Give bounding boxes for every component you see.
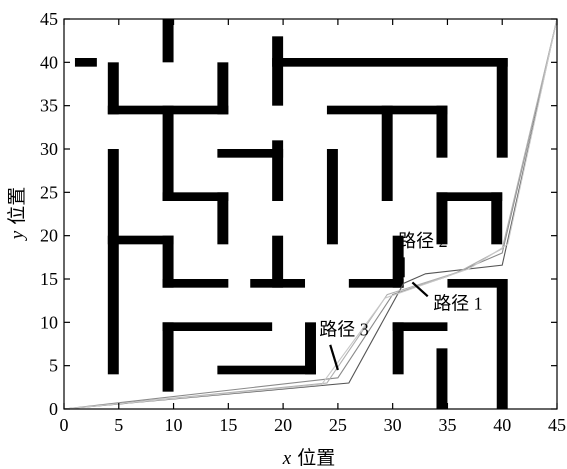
route-line-1 [63,18,558,410]
obstacle-wall [392,322,404,375]
y-axis-label: y位置 [6,187,28,241]
obstacle-wall [491,192,503,245]
y-tick-label: 0 [49,399,58,419]
obstacle-wall [272,36,284,106]
obstacle-layer [74,19,508,409]
y-tick-label: 35 [40,96,58,116]
obstacle-wall [162,105,174,201]
obstacle-wall [348,279,404,288]
annotation-leader [329,344,339,371]
obstacle-wall [392,322,448,331]
obstacle-wall [162,279,229,288]
x-tick-label: 5 [114,415,123,435]
obstacle-wall [162,235,174,288]
x-axis-ticks: 0 5 10 15 20 25 30 35 40 45 [60,19,566,435]
obstacle-wall [496,58,508,158]
y-tick-label: 45 [40,9,58,29]
obstacle-wall [272,58,508,67]
y-tick-label: 10 [40,312,58,332]
y-axis-ticks: 0 5 10 15 20 25 30 35 40 45 [40,9,557,419]
x-tick-label: 45 [548,415,566,435]
obstacle-wall [250,279,306,288]
obstacle-wall [392,235,404,288]
x-tick-label: 35 [438,415,456,435]
x-tick-label: 20 [274,415,292,435]
obstacle-wall [381,105,393,201]
obstacle-wall [436,192,448,245]
x-tick-label: 10 [165,415,183,435]
route-layer [63,18,558,410]
x-tick-label: 30 [384,415,402,435]
annotation-label: 路径 2 [398,231,448,251]
obstacle-wall [217,149,284,158]
obstacle-wall [162,322,174,392]
obstacle-wall [436,192,503,201]
obstacle-wall [496,279,508,409]
obstacle-wall [272,235,284,288]
obstacle-wall [107,235,174,245]
route-line-4 [63,18,558,410]
x-axis-label: x 位置 [282,447,335,469]
obstacle-wall [217,365,316,375]
y-tick-label: 40 [40,52,58,72]
obstacle-wall [162,322,273,331]
annotation-leader [411,281,429,298]
obstacle-wall [217,192,229,245]
obstacle-wall [272,140,284,201]
obstacle-wall [162,192,229,201]
plot-frame [63,18,558,410]
annotation-label: 路径 3 [319,319,369,339]
y-tick-label: 15 [40,269,58,289]
obstacle-wall [436,105,448,158]
y-tick-label: 25 [40,182,58,202]
obstacle-wall [74,58,97,67]
x-tick-label: 40 [493,415,511,435]
obstacle-wall [326,149,338,245]
obstacle-wall [162,19,174,63]
obstacle-wall [107,62,119,115]
obstacle-wall [436,348,448,409]
annotation-layer: 路径 1 路径 2 路径 3 [319,231,483,371]
obstacle-wall [447,279,503,288]
obstacle-wall [305,322,316,375]
y-tick-label: 20 [40,226,58,246]
x-tick-label: 0 [60,415,69,435]
y-tick-label: 30 [40,139,58,159]
obstacle-wall [107,149,119,375]
x-tick-label: 15 [219,415,237,435]
y-tick-label: 5 [49,356,58,376]
obstacle-wall [217,62,229,115]
annotation-label: 路径 1 [433,293,483,313]
route-line-3 [63,18,558,410]
x-tick-label: 25 [329,415,347,435]
